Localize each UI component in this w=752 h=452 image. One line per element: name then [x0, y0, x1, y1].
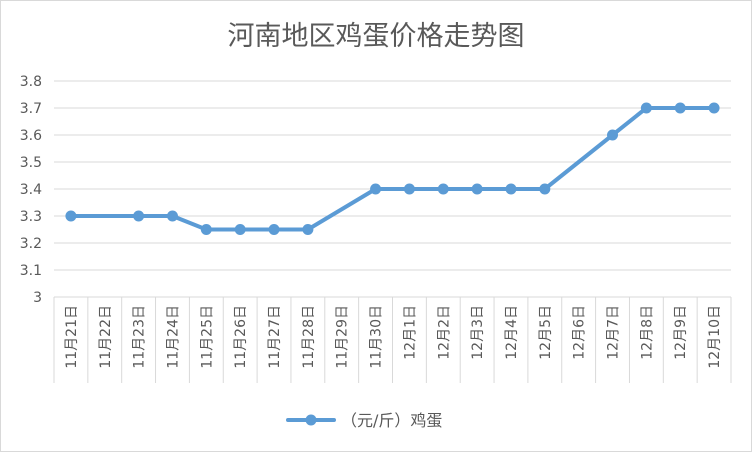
data-point	[437, 183, 449, 195]
data-point	[234, 224, 246, 235]
data-point	[166, 210, 178, 222]
x-tick-label: 12月4日	[504, 305, 520, 360]
data-point	[370, 183, 382, 195]
x-tick-label: 11月26日	[233, 305, 249, 369]
axes	[53, 296, 732, 383]
y-tick-label: 3.2	[20, 236, 42, 252]
x-tick-label: 11月28日	[301, 305, 317, 369]
x-tick-label: 11月30日	[369, 305, 385, 369]
y-tick-label: 3.1	[20, 263, 42, 279]
y-tick-label: 3.3	[20, 209, 42, 225]
x-tick-label: 12月2日	[436, 305, 452, 360]
data-point	[200, 224, 212, 235]
data-point	[302, 224, 314, 235]
series-line	[68, 106, 717, 232]
x-tick-label: 12月1日	[402, 305, 418, 360]
chart-title: 河南地区鸡蛋价格走势图	[228, 21, 525, 52]
legend-marker	[305, 414, 317, 426]
x-tick-label: 11月25日	[199, 305, 215, 369]
legend-label: （元/斤）鸡蛋	[341, 411, 442, 430]
data-point	[539, 183, 551, 195]
x-tick-label: 11月27日	[267, 305, 283, 369]
data-point	[708, 102, 720, 114]
legend: （元/斤）鸡蛋	[286, 411, 442, 430]
series	[65, 102, 720, 235]
x-tick-label: 12月5日	[538, 305, 554, 360]
x-tick-label: 11月22日	[98, 305, 114, 369]
y-axis-ticks: 3 3.1 3.2 3.3 3.4 3.5 3.6 3.7 3.8	[20, 74, 42, 306]
data-point	[640, 102, 652, 114]
x-tick-label: 11月29日	[335, 305, 351, 369]
data-point	[133, 210, 145, 222]
x-tick-label: 12月9日	[673, 305, 689, 360]
data-point	[607, 129, 619, 141]
y-tick-label: 3	[33, 290, 42, 306]
data-point	[471, 183, 483, 195]
x-axis-ticks: 11月21日 11月22日 11月23日 11月24日 11月25日 11月26日 11月2…	[64, 305, 723, 369]
x-tick-label: 12月8日	[639, 305, 655, 360]
y-tick-label: 3.6	[20, 128, 42, 144]
y-tick-label: 3.7	[20, 101, 42, 117]
y-tick-label: 3.8	[20, 74, 42, 90]
data-point	[674, 102, 686, 114]
x-tick-label: 11月23日	[132, 305, 148, 369]
data-point	[403, 183, 415, 195]
x-tick-label: 12月3日	[470, 305, 486, 360]
y-tick-label: 3.4	[20, 182, 42, 198]
data-point	[268, 224, 280, 235]
x-tick-label: 12月10日	[707, 305, 723, 369]
gridlines	[54, 80, 731, 271]
data-point	[505, 183, 517, 195]
x-tick-label: 11月24日	[165, 305, 181, 369]
y-tick-label: 3.5	[20, 155, 42, 171]
x-tick-label: 11月21日	[64, 305, 80, 369]
x-tick-label: 12月7日	[606, 305, 622, 360]
data-point	[65, 210, 77, 222]
x-tick-label: 12月6日	[572, 305, 588, 360]
